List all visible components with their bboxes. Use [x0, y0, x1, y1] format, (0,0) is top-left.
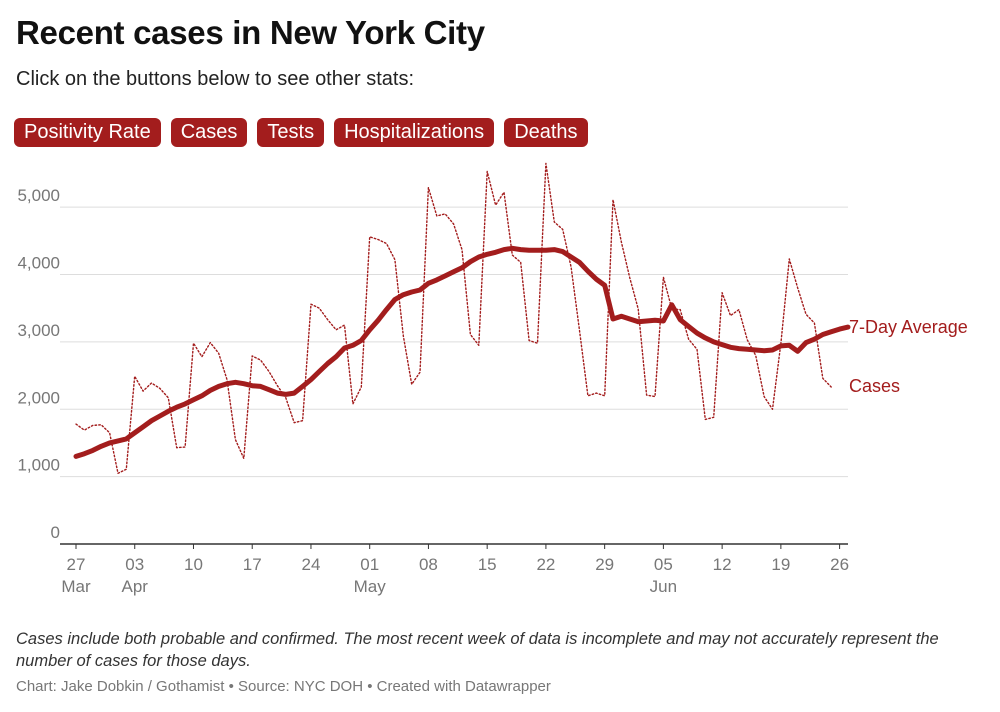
chart-credit: Chart: Jake Dobkin / Gothamist • Source:…: [16, 678, 551, 695]
chart-footnote: Cases include both probable and confirme…: [16, 630, 939, 670]
seven-day-average-series-line: [73, 245, 851, 459]
x-tick-label: 22: [536, 555, 555, 574]
x-tick-month-label: May: [354, 577, 387, 596]
cases-series-line: [75, 162, 832, 474]
y-tick-label: 0: [51, 523, 60, 542]
chart-title: Recent cases in New York City: [16, 14, 485, 51]
x-tick-month-label: Mar: [61, 577, 91, 596]
positivity-rate-button[interactable]: Positivity Rate: [14, 118, 161, 147]
x-tick-label: 29: [595, 555, 614, 574]
y-tick-label: 3,000: [17, 321, 60, 340]
stat-button-group: Positivity Rate Cases Tests Hospitalizat…: [14, 118, 588, 147]
x-tick-label: 17: [243, 555, 262, 574]
x-tick-label: 03: [125, 555, 144, 574]
hospitalizations-button[interactable]: Hospitalizations: [334, 118, 495, 147]
y-tick-label: 5,000: [17, 186, 60, 205]
x-tick-label: 24: [301, 555, 320, 574]
x-tick-label: 05: [654, 555, 673, 574]
cases-series-label: Cases: [849, 376, 900, 396]
x-tick-month-label: Jun: [650, 577, 677, 596]
deaths-button[interactable]: Deaths: [504, 118, 588, 147]
tests-button[interactable]: Tests: [257, 118, 325, 147]
x-tick-month-label: Apr: [122, 577, 149, 596]
x-tick-label: 08: [419, 555, 438, 574]
y-tick-label: 2,000: [17, 388, 60, 407]
seven-day-average-series-label: 7-Day Average: [849, 317, 968, 337]
cases-button[interactable]: Cases: [170, 118, 248, 147]
x-tick-label: 26: [830, 555, 849, 574]
y-tick-label: 1,000: [17, 456, 60, 475]
x-tick-label: 12: [713, 555, 732, 574]
y-tick-label: 4,000: [17, 254, 60, 273]
x-tick-label: 10: [184, 555, 203, 574]
x-tick-label: 19: [771, 555, 790, 574]
x-tick-label: 27: [67, 555, 86, 574]
x-tick-label: 15: [478, 555, 497, 574]
x-tick-label: 01: [360, 555, 379, 574]
line-chart: 0 1,000 2,000 3,000 4,000 5,000 27 Mar 03 Apr 10 17…: [17, 162, 968, 596]
chart-subtitle: Click on the buttons below to see other …: [16, 68, 414, 90]
